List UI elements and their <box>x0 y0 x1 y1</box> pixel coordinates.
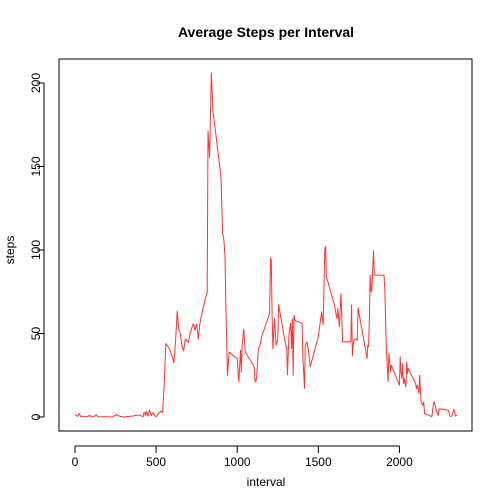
y-tick-label: 200 <box>29 73 43 93</box>
x-tick-label: 1000 <box>224 455 251 469</box>
x-axis-label: interval <box>247 475 286 489</box>
y-tick-label: 150 <box>29 156 43 176</box>
x-tick-label: 0 <box>72 455 79 469</box>
y-axis-label: steps <box>3 236 17 265</box>
chart-title: Average Steps per Interval <box>178 24 354 40</box>
x-axis: 0 500 1000 1500 2000 <box>72 445 413 469</box>
x-tick-label: 2000 <box>386 455 413 469</box>
series-layer <box>74 72 458 418</box>
x-tick-label: 1500 <box>305 455 332 469</box>
y-axis: 0 50 100 150 200 <box>29 73 45 420</box>
series-line <box>74 72 458 418</box>
y-tick-label: 50 <box>29 327 43 341</box>
y-tick-label: 100 <box>29 240 43 260</box>
y-tick-label: 0 <box>29 413 43 420</box>
plot-frame <box>58 58 473 432</box>
x-tick-label: 500 <box>146 455 166 469</box>
